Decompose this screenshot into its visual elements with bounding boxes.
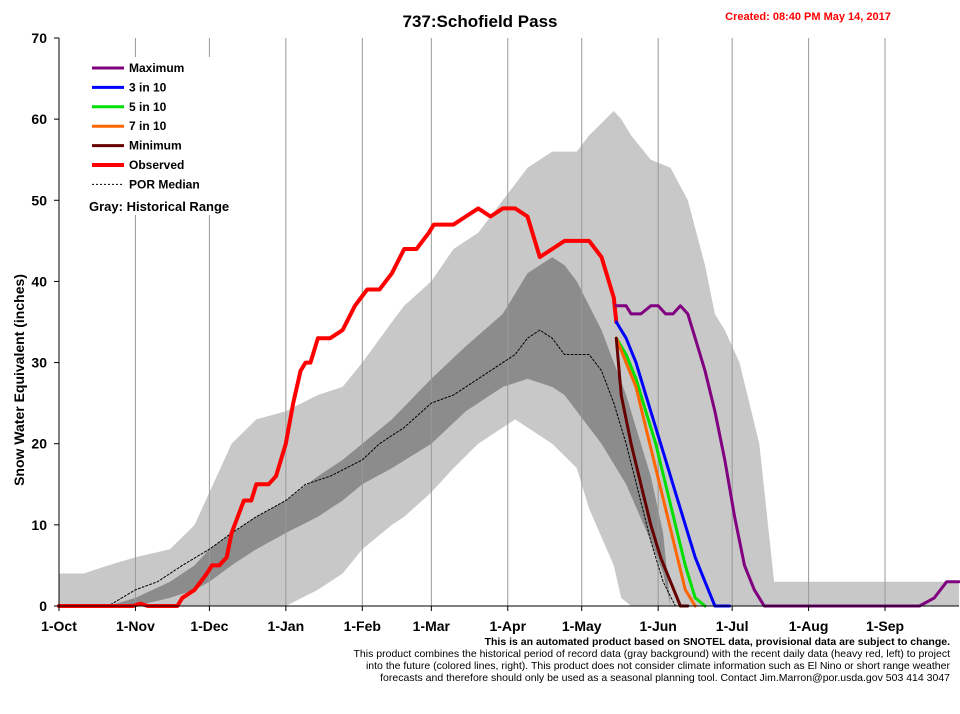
legend-label: 3 in 10 (129, 80, 167, 94)
x-tick-label: 1-May (562, 618, 602, 634)
x-tick-label: 1-Feb (344, 618, 381, 634)
x-tick-label: 1-Mar (413, 618, 451, 634)
x-tick-label: 1-Jan (268, 618, 305, 634)
legend-label: Observed (129, 158, 184, 172)
x-axis-ticks: 1-Oct 1-Nov 1-Dec 1-Jan 1-Feb 1-Mar 1-Apr 1-May… (41, 606, 904, 634)
x-tick-label: 1-Apr (489, 618, 526, 634)
series-observed (57, 206, 619, 608)
legend-label: Minimum (129, 139, 182, 153)
band-inner-range (59, 257, 671, 606)
legend-label: POR Median (129, 177, 200, 191)
legend-label: Maximum (129, 61, 184, 75)
footer-line-1: This is an automated product based on SN… (484, 636, 950, 648)
x-tick-label: 1-Oct (41, 618, 77, 634)
legend-label: 7 in 10 (129, 119, 167, 133)
series-5-in-10 (614, 336, 707, 608)
created-timestamp: Created: 08:40 PM May 14, 2017 (725, 11, 891, 23)
y-tick-label: 70 (31, 30, 47, 46)
series-lines (57, 206, 960, 608)
x-tick-label: 1-Dec (190, 618, 228, 634)
footer-line-4: forecasts and therefore should only be u… (380, 672, 950, 684)
legend: Maximum 3 in 10 5 in 10 7 in 10 Minimum Obser… (82, 57, 242, 215)
y-tick-label: 60 (31, 111, 47, 127)
x-tick-label: 1-Aug (789, 618, 829, 634)
x-tick-label: 1-Sep (866, 618, 904, 634)
legend-label: 5 in 10 (129, 100, 167, 114)
y-tick-label: 40 (31, 273, 47, 289)
x-tick-label: 1-Nov (116, 618, 155, 634)
series-7-in-10 (614, 336, 697, 608)
x-tick-label: 1-Jun (640, 618, 677, 634)
x-tick-label: 1-Jul (716, 618, 749, 634)
series-minimum (614, 336, 690, 608)
y-tick-label: 30 (31, 355, 47, 371)
legend-box (82, 57, 242, 215)
legend-note: Gray: Historical Range (89, 199, 229, 214)
y-tick-label: 50 (31, 192, 47, 208)
y-axis-label: Snow Water Equivalent (inches) (11, 274, 27, 486)
y-tick-label: 10 (31, 517, 47, 533)
footer-line-2: This product combines the historical per… (353, 648, 950, 660)
footer-line-3: into the future (colored lines, right). … (365, 660, 950, 672)
y-tick-label: 0 (39, 598, 47, 614)
chart-title: 737:Schofield Pass (403, 12, 558, 31)
footer-notes: This is an automated product based on SN… (150, 636, 950, 684)
y-axis-ticks: 0 10 20 30 40 50 60 70 (31, 30, 59, 614)
series-por-median (58, 329, 676, 607)
plot-area: 0 10 20 30 40 50 60 70 1-Oct 1-Nov 1-Dec 1-Jan 1-Fe… (31, 30, 960, 634)
y-tick-label: 20 (31, 436, 47, 452)
